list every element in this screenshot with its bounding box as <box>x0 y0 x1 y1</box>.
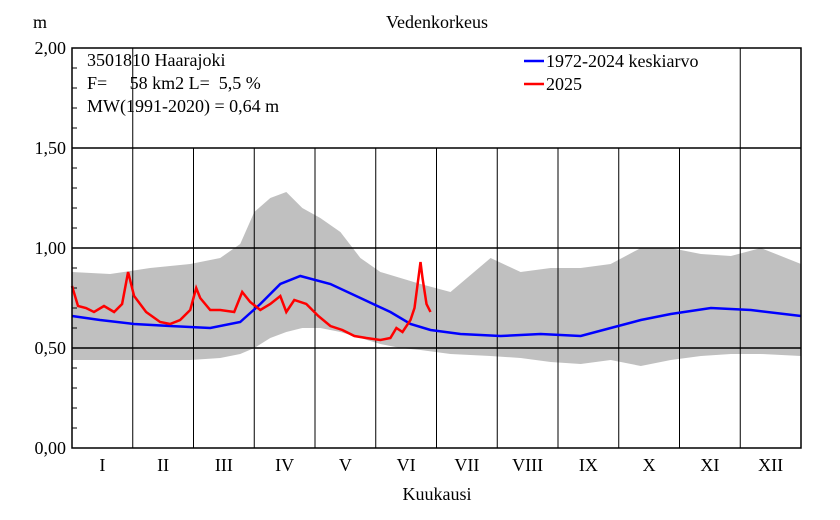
month-label: X <box>643 455 656 475</box>
month-label: IV <box>275 455 294 475</box>
legend-label-mean: 1972-2024 keskiarvo <box>546 51 698 71</box>
y-tick-label: 1,00 <box>35 238 67 258</box>
series-line-2025 <box>70 261 432 342</box>
chart-title: Vedenkorkeus <box>386 12 488 32</box>
grid <box>72 48 801 448</box>
axis-ticks <box>72 67 77 429</box>
station-info: 3501810 Haarajoki F= 58 km2 L= 5,5 % MW(… <box>87 50 279 117</box>
info-station: 3501810 Haarajoki <box>87 50 225 70</box>
month-label: VIII <box>512 455 543 475</box>
plot-frame <box>71 47 802 449</box>
month-label: IX <box>579 455 598 475</box>
legend: 1972-2024 keskiarvo 2025 <box>524 51 698 94</box>
month-label: VII <box>454 455 479 475</box>
series-lines <box>70 261 802 342</box>
month-label: XII <box>758 455 783 475</box>
tick-labels: 0,000,501,001,502,00I II III IV V VI VII VIII IX… <box>35 38 784 475</box>
month-label: VI <box>397 455 416 475</box>
y-tick-label: 2,00 <box>35 38 67 58</box>
month-label: V <box>339 455 352 475</box>
month-label: I <box>99 455 105 475</box>
series-line-mean <box>71 274 802 338</box>
month-label: XI <box>700 455 719 475</box>
x-axis-label: Kuukausi <box>403 484 472 504</box>
y-tick-label: 1,50 <box>35 138 67 158</box>
info-mean-water: MW(1991-2020) = 0,64 m <box>87 96 279 117</box>
month-label: II <box>157 455 169 475</box>
legend-label-2025: 2025 <box>546 74 582 94</box>
month-label: III <box>215 455 233 475</box>
y-axis-label: m <box>33 12 47 32</box>
y-tick-label: 0,50 <box>35 338 67 358</box>
y-tick-label: 0,00 <box>35 438 67 458</box>
info-area: F= 58 km2 L= 5,5 % <box>87 73 261 93</box>
